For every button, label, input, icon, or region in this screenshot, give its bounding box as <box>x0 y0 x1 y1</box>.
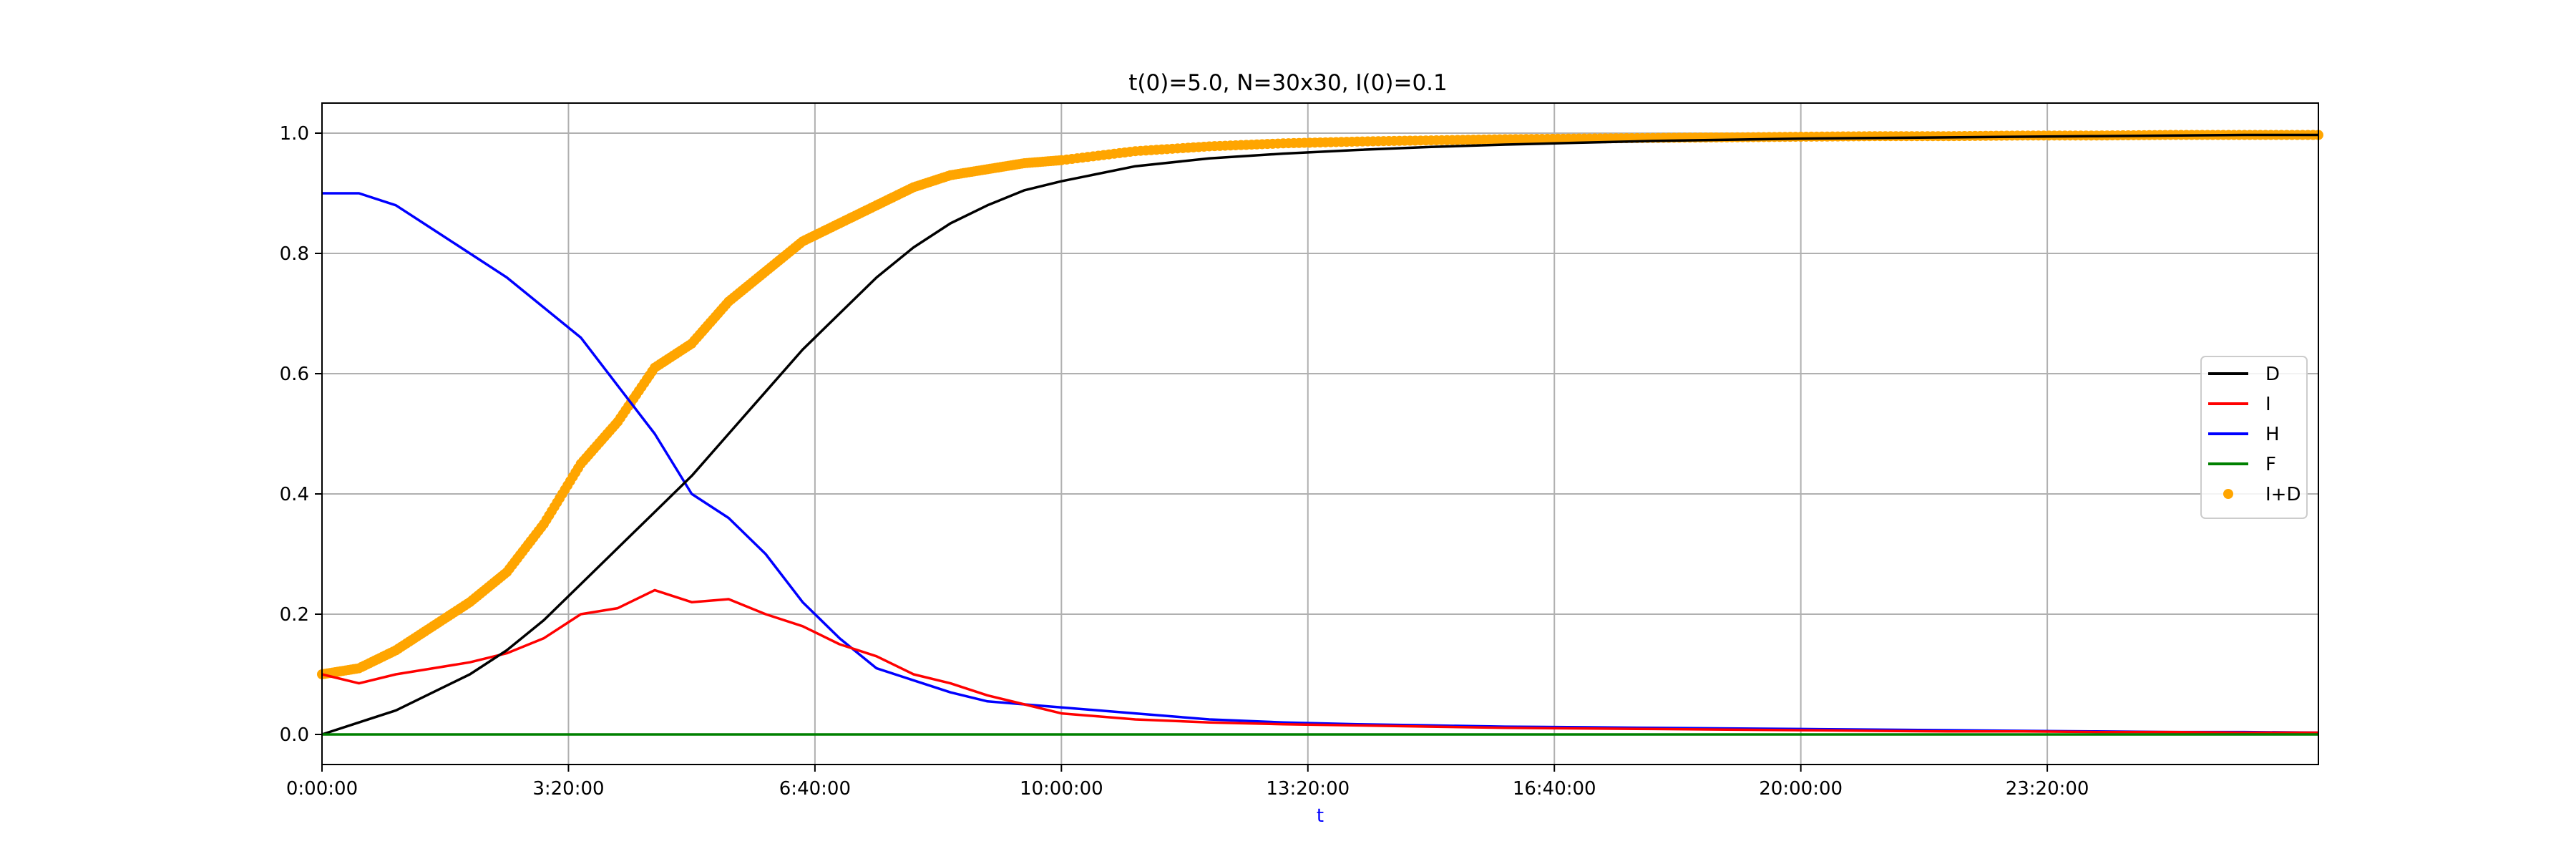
y-tick-label: 0.8 <box>280 243 309 265</box>
legend-swatch-i-d <box>2223 489 2233 499</box>
x-tick-label: 6:40:00 <box>779 778 851 800</box>
series-i-d-markers <box>317 130 2323 679</box>
x-tick-label: 20:00:00 <box>1759 778 1843 800</box>
y-axis: 0.0 0.2 0.4 0.6 0.8 1.0 <box>280 123 322 746</box>
legend-box <box>2200 356 2308 519</box>
x-tick-label: 16:40:00 <box>1513 778 1596 800</box>
x-axis-label: t <box>1317 805 1324 827</box>
y-tick-label: 0.0 <box>280 724 309 746</box>
x-tick-label: 13:20:00 <box>1266 778 1350 800</box>
legend-label-d: D <box>2265 364 2280 385</box>
series-d-line <box>321 133 2318 736</box>
legend-label-i: I <box>2265 394 2271 415</box>
y-tick-label: 0.2 <box>280 604 309 626</box>
legend-label-h: H <box>2265 424 2280 445</box>
legend-label-i-d: I+D <box>2265 484 2301 505</box>
x-tick-label: 23:20:00 <box>2006 778 2089 800</box>
x-axis: 0:00:00 3:20:00 6:40:00 10:00:00 13:20:00 16:… <box>286 765 2089 800</box>
plot-frame <box>321 102 2319 765</box>
series-i-line <box>321 588 2318 734</box>
legend-label-f: F <box>2265 454 2276 475</box>
plot-area-series <box>317 130 2323 736</box>
y-tick-label: 0.4 <box>280 484 309 505</box>
chart-title: t(0)=5.0, N=30x30, I(0)=0.1 <box>1128 70 1448 96</box>
y-tick-label: 1.0 <box>280 123 309 145</box>
x-tick-label: 3:20:00 <box>532 778 604 800</box>
y-tick-label: 0.6 <box>280 364 309 385</box>
x-tick-label: 10:00:00 <box>1020 778 1103 800</box>
x-tick-label: 0:00:00 <box>286 778 358 800</box>
